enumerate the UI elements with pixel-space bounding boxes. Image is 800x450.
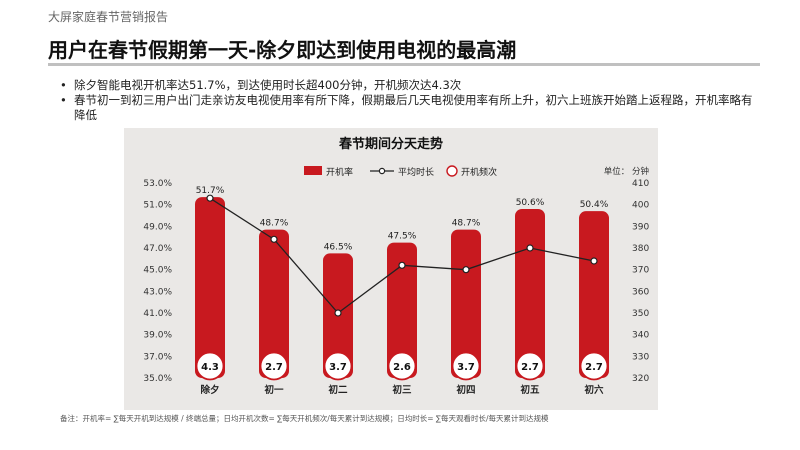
- bar-3: [387, 242, 417, 378]
- duration-point: [590, 257, 598, 265]
- footnote: 备注：开机率= ∑每天开机到达规模 / 终端总量；日均开机次数= ∑每天开机频次…: [60, 414, 549, 423]
- frequency-circle: [579, 351, 609, 381]
- frequency-circle: [387, 351, 417, 381]
- category-label: 初五: [520, 384, 540, 396]
- left-axis-tick: 49.0%: [143, 222, 172, 232]
- right-axis-tick: 330: [632, 352, 649, 362]
- left-axis-tick: 53.0%: [143, 179, 172, 189]
- legend-circle-swatch: [446, 165, 458, 177]
- right-axis-tick: 400: [632, 201, 649, 211]
- legend-label-rate: 开机率: [326, 166, 353, 178]
- page-title: 用户在春节假期第一天-除夕即达到使用电视的最高潮: [48, 38, 517, 62]
- category-label: 初六: [584, 384, 604, 396]
- right-axis-tick: 320: [632, 374, 649, 384]
- bar-value-label: 47.5%: [388, 232, 417, 242]
- left-axis-tick: 45.0%: [143, 266, 172, 276]
- frequency-value-label: 4.3: [201, 362, 219, 373]
- category-label: 初二: [328, 384, 348, 396]
- frequency-value-label: 3.7: [457, 362, 475, 373]
- duration-point: [398, 261, 406, 269]
- category-label: 初四: [456, 384, 475, 396]
- right-axis-tick: 390: [632, 222, 649, 232]
- left-axis-tick: 35.0%: [143, 374, 172, 384]
- bar-0: [195, 197, 225, 378]
- legend-label-frequency: 开机频次: [461, 166, 497, 178]
- frequency-circle: [323, 351, 353, 381]
- bar-value-label: 48.7%: [260, 219, 289, 229]
- legend-bar-swatch: [304, 166, 322, 175]
- category-label: 初三: [392, 384, 412, 396]
- left-axis-tick: 47.0%: [143, 244, 172, 254]
- bar-value-label: 50.4%: [580, 200, 609, 210]
- bar-value-label: 51.7%: [196, 186, 225, 196]
- left-axis-tick: 39.0%: [143, 331, 172, 341]
- duration-point: [270, 235, 278, 243]
- legend-line-marker: [378, 167, 386, 175]
- left-axis-tick: 41.0%: [143, 309, 172, 319]
- right-axis-tick: 360: [632, 287, 649, 297]
- duration-point: [206, 194, 214, 202]
- unit-label: 单位： 分钟: [604, 166, 649, 177]
- left-axis-tick: 43.0%: [143, 287, 172, 297]
- frequency-value-label: 2.7: [521, 362, 539, 373]
- report-name: 大屏家庭春节营销报告: [48, 10, 169, 24]
- left-axis-tick: 51.0%: [143, 201, 172, 211]
- right-axis-tick: 350: [632, 309, 649, 319]
- bar-5: [515, 209, 545, 378]
- category-label: 初一: [264, 384, 284, 396]
- duration-point: [334, 309, 342, 317]
- bullet-item: 除夕智能电视开机率达51.7%，到达使用时长超400分钟，开机频次达4.3次: [60, 78, 760, 93]
- right-axis-tick: 340: [632, 331, 649, 341]
- bar-value-label: 48.7%: [452, 219, 481, 229]
- right-axis-tick: 370: [632, 266, 649, 276]
- right-axis-tick: 380: [632, 244, 649, 254]
- legend-label-duration: 平均时长: [398, 166, 434, 178]
- right-axis-tick: 410: [632, 179, 649, 189]
- left-axis-tick: 37.0%: [143, 352, 172, 362]
- bar-value-label: 50.6%: [516, 198, 545, 208]
- frequency-circle: [195, 351, 225, 381]
- frequency-circle: [515, 351, 545, 381]
- chart-title: 春节期间分天走势: [338, 136, 443, 152]
- title-divider: [48, 63, 760, 66]
- bar-1: [259, 229, 289, 378]
- category-label: 除夕: [200, 384, 219, 396]
- bar-6: [579, 211, 609, 378]
- frequency-circle: [451, 351, 481, 381]
- bullet-item: 春节初一到初三用户出门走亲访友电视使用率有所下降，假期最后几天电视使用率有所上升…: [60, 93, 760, 123]
- summary-bullets: 除夕智能电视开机率达51.7%，到达使用时长超400分钟，开机频次达4.3次 春…: [60, 78, 760, 123]
- frequency-value-label: 2.7: [585, 362, 603, 373]
- bar-value-label: 46.5%: [324, 242, 353, 252]
- duration-point: [462, 266, 470, 274]
- duration-point: [526, 244, 534, 252]
- frequency-value-label: 3.7: [329, 362, 347, 373]
- chart-panel: 春节期间分天走势开机率 平均时长 开机频次 单位： 分钟 53.0% 51.0% 49.0%…: [124, 128, 658, 410]
- frequency-value-label: 2.7: [265, 362, 283, 373]
- frequency-circle: [259, 351, 289, 381]
- frequency-value-label: 2.6: [393, 362, 411, 373]
